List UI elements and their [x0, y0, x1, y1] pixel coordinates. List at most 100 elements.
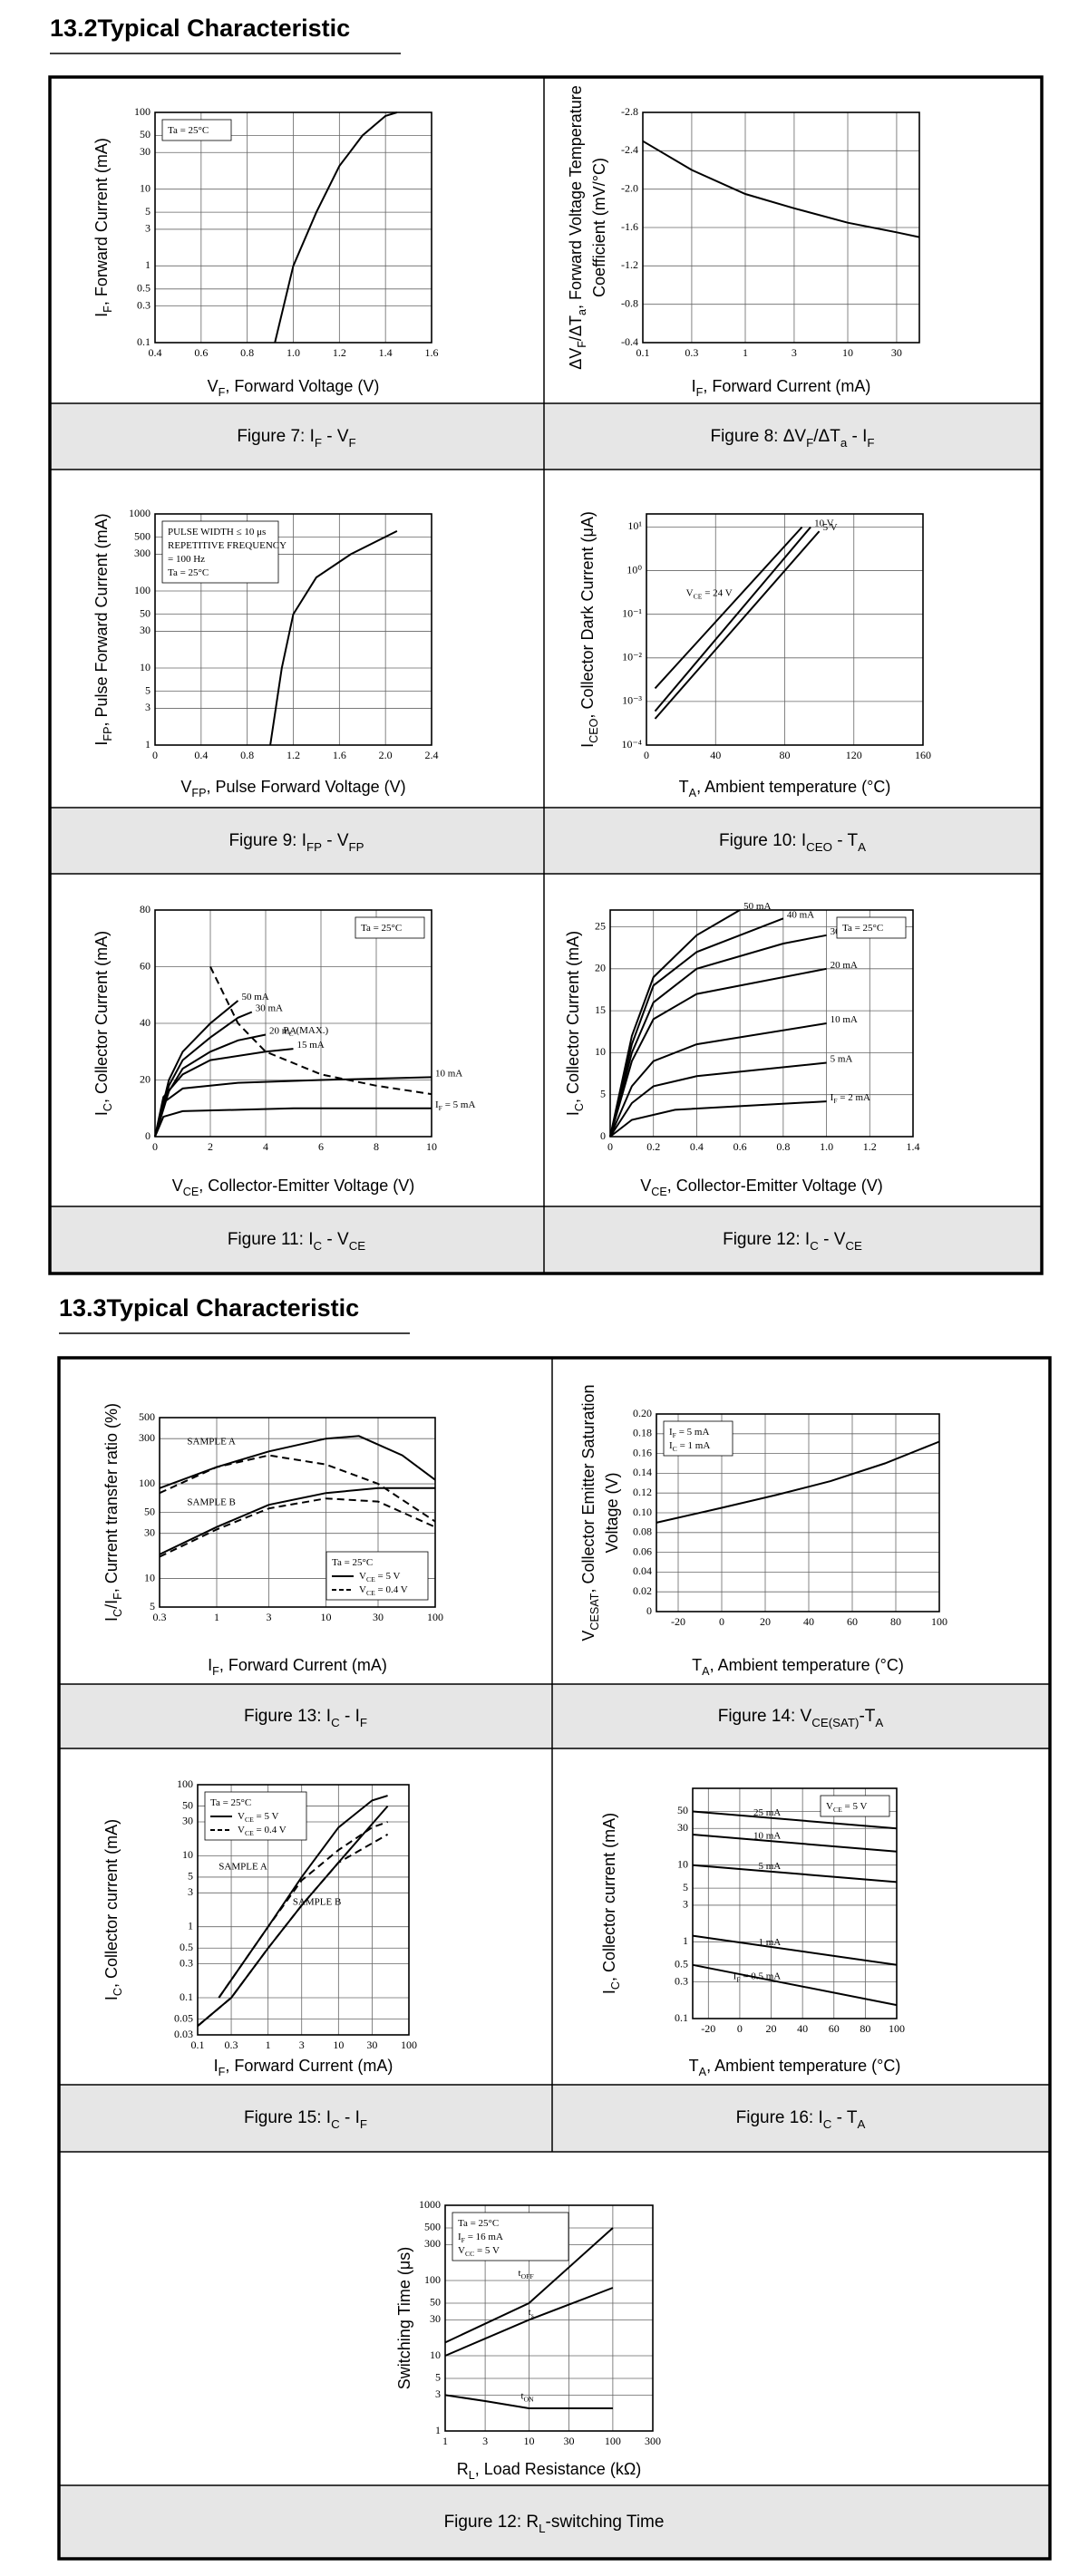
x-axis-label: IF, Forward Current (mA) [692, 377, 871, 400]
curve [609, 967, 827, 1138]
annotation-text-part: Ta = 25°C [842, 923, 883, 934]
curve [197, 1833, 389, 2027]
x-tick-label: 3 [482, 2435, 488, 2447]
legend-label-part: V [238, 1825, 245, 1835]
y-axis-label-part: Switching Time (μs) [395, 2247, 413, 2389]
figure-caption: Figure 16: IC - TA [736, 2108, 866, 2131]
y-tick-label: 10 [595, 1045, 606, 1058]
table-lines [48, 53, 1052, 2561]
y-tick-label: 5 [145, 683, 151, 696]
x-axis-label: TA, Ambient temperature (°C) [679, 778, 891, 800]
x-tick-label: 80 [780, 749, 791, 761]
y-tick-label: 1 [145, 258, 151, 271]
x-axis-label: VCE, Collector-Emitter Voltage (V) [640, 1177, 883, 1199]
y-tick-label: 30 [140, 624, 151, 636]
series-label-part: 15 mA [297, 1040, 325, 1051]
figure-caption-part: - I [340, 1707, 360, 1726]
y-tick-label: 1 [188, 1919, 193, 1932]
y-tick-label: 50 [140, 606, 151, 619]
curve [159, 1497, 436, 1558]
y-tick-label: -2.8 [621, 105, 638, 118]
curve-note: SAMPLE A [219, 1862, 267, 1873]
series-label: 1 mA [759, 1937, 782, 1948]
annotation-text: Ta = 25°C [210, 1797, 251, 1808]
x-tick-label: 1 [214, 1611, 219, 1623]
plot-background [693, 1788, 897, 2019]
y-axis-label-part: , Collector Emitter Saturation [579, 1384, 597, 1593]
curve [654, 526, 811, 712]
y-tick-label: 300 [134, 547, 151, 559]
series-label-part: 10 V [814, 518, 834, 528]
x-tick-label: 1 [266, 2039, 271, 2051]
y-axis-label-part: I [92, 313, 111, 317]
figure-caption-part: A [858, 2117, 866, 2131]
y-tick-label: 10⁻⁴ [621, 738, 642, 751]
caption-row [50, 403, 1042, 470]
x-tick-label: 40 [710, 749, 721, 761]
plot-frame [197, 1784, 410, 2036]
x-axis-label: VF, Forward Voltage (V) [208, 377, 380, 400]
series-label: 20 mA [831, 959, 858, 970]
y-tick-label: 5 [145, 205, 151, 218]
x-tick-label: 0.4 [149, 346, 162, 359]
annotation-text-part: F [673, 1431, 676, 1439]
legend-label-part: = 0.4 V [375, 1584, 408, 1595]
figure-caption-part: F [349, 436, 356, 450]
y-tick-label: 0.08 [633, 1525, 652, 1538]
x-tick-label: 8 [374, 1140, 379, 1153]
series-label-part: I [733, 1971, 737, 1981]
y-tick-label: 0.02 [633, 1584, 652, 1597]
y-axis-label-part: , Collector Current (mA) [92, 931, 111, 1103]
x-axis-label-part: , Ambient temperature (°C) [710, 1656, 904, 1674]
y-tick-label: -2.4 [621, 143, 638, 156]
curve [642, 140, 920, 238]
series-label-part: P [283, 1024, 288, 1035]
legend-label: VCE = 5 V [238, 1811, 279, 1825]
x-tick-label: 10 [523, 2435, 534, 2447]
legend-label-part: CE [245, 1816, 254, 1824]
annotation-text: VCC = 5 V [458, 2245, 500, 2259]
y-tick-label: 0.05 [174, 2011, 193, 2024]
y-tick-label: 3 [145, 701, 151, 713]
legend-label-part: = 5 V [254, 1811, 279, 1822]
y-axis-label-part: CEO [588, 718, 600, 742]
plot-background [610, 910, 913, 1137]
y-tick-label: 500 [134, 529, 151, 542]
x-axis-label-part: V [208, 377, 219, 395]
series-label: 50 mA [743, 901, 771, 912]
y-axis-label: IC/IF, Current transfer ratio (%) [102, 1403, 125, 1622]
y-axis-label: Voltage (V) [603, 1472, 621, 1553]
y-axis-label-part: C [609, 1981, 622, 1990]
y-tick-label: 300 [139, 1431, 155, 1444]
y-tick-label: 5 [683, 1881, 688, 1893]
x-tick-label: 300 [645, 2435, 661, 2447]
y-tick-label: 0.12 [633, 1486, 652, 1498]
y-axis-label: VCESAT, Collector Emitter Saturation [579, 1384, 602, 1641]
series-label-part: 10 mA [753, 1830, 781, 1841]
figure-caption-part: Figure 12: I [723, 1230, 810, 1249]
x-tick-label: 120 [846, 749, 862, 761]
x-tick-label: -20 [671, 1615, 685, 1628]
figure-caption-part: CE [349, 1239, 366, 1253]
figure-caption-part: -switching Time [546, 2513, 665, 2532]
y-tick-label: 0.20 [633, 1407, 652, 1419]
plot-frame [646, 513, 924, 746]
y-tick-label: 0.16 [633, 1446, 652, 1458]
x-tick-label: 100 [605, 2435, 621, 2447]
y-axis-label-part: V [579, 1631, 597, 1641]
y-axis-label-part: C [102, 1103, 114, 1111]
figure-caption-part: - V [322, 831, 349, 850]
x-tick-label: 100 [931, 1615, 947, 1628]
annotation-box [820, 1795, 890, 1817]
series-label: 20 mA [269, 1025, 296, 1036]
y-tick-label: 0.06 [633, 1545, 652, 1557]
figure-caption-part: CEO [806, 840, 832, 854]
curve [274, 111, 398, 344]
y-axis-label: ICEO, Collector Dark Current (μA) [578, 511, 601, 748]
curve [269, 530, 398, 746]
series-label: IF = 0.5 mA [733, 1971, 782, 1984]
x-axis-label-part: , Forward Current (mA) [703, 377, 870, 395]
figure-caption-part: Figure 10: I [719, 831, 806, 850]
curve-note: SAMPLE B [187, 1497, 236, 1508]
x-tick-label: 2.4 [425, 749, 439, 761]
